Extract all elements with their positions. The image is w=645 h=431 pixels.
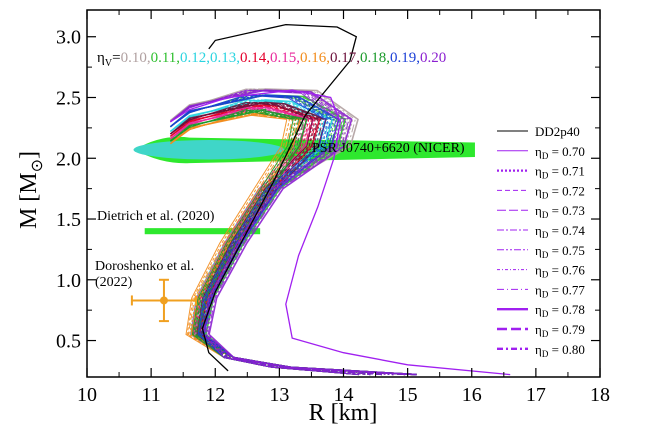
doroshenko-label-line2: (2022) — [95, 275, 133, 290]
legend: DD2p40 ηD = 0.70 ηD = 0.71 ηD = 0.72 ηD = 0.… — [497, 124, 585, 359]
legend-label: ηD = 0.80 — [535, 342, 585, 359]
y-tick-label: 1.5 — [56, 209, 81, 231]
eta-v-value: 0.18, — [360, 50, 390, 66]
legend-label: ηD = 0.73 — [535, 203, 585, 220]
eos-curve — [170, 89, 371, 376]
y-axis-title-sub: ⊙ — [29, 159, 46, 172]
x-tick-label: 12 — [205, 384, 225, 406]
eos-curve — [169, 94, 417, 376]
legend-label: ηD = 0.74 — [535, 223, 585, 240]
x-tick-label: 16 — [462, 384, 482, 406]
nicer-label: PSR J0740+6620 (NICER) — [312, 141, 465, 156]
observation-markers — [130, 278, 198, 323]
eta-v-value: 0.11, — [151, 50, 180, 66]
legend-label: ηD = 0.76 — [535, 263, 585, 280]
eta-v-equals: = — [112, 50, 120, 66]
legend-label: ηD = 0.70 — [535, 144, 585, 161]
y-tick-label: 0.5 — [56, 331, 81, 353]
legend-label: ηD = 0.71 — [535, 164, 585, 181]
x-tick-label: 18 — [590, 384, 610, 406]
axis-ticks: 10 11 12 13 14 15 16 17 18 0.5 1.0 1.5 2.0 2.5 3.0 — [56, 10, 610, 406]
eta-v-value: 0.14, — [240, 50, 270, 66]
dietrich-label: Dietrich et al. (2020) — [97, 209, 215, 224]
y-tick-label: 1.0 — [56, 270, 81, 292]
eos-curve — [169, 94, 417, 376]
legend-label: ηD = 0.79 — [535, 322, 585, 339]
eos-curve — [170, 99, 406, 376]
eos-curve — [170, 89, 406, 376]
eos-curve — [170, 101, 406, 376]
eta-v-prefix-sub: V — [105, 58, 113, 69]
legend-label: ηD = 0.75 — [535, 243, 585, 260]
eta-v-value: 0.17, — [330, 50, 360, 66]
eta-v-value: 0.15, — [270, 50, 300, 66]
eos-curve — [170, 89, 383, 376]
eos-curve — [170, 111, 406, 376]
series-line — [170, 89, 511, 376]
y-axis-title-close: ] — [16, 151, 42, 159]
legend-label: ηD = 0.72 — [535, 183, 585, 200]
nicer-core-region — [133, 140, 285, 160]
eta-v-value: 0.19, — [390, 50, 420, 66]
x-tick-label: 10 — [77, 384, 97, 406]
doroshenko-label-line1: Doroshenko et al. — [95, 259, 194, 274]
eos-curve — [170, 88, 406, 376]
y-tick-label: 2.0 — [56, 148, 81, 170]
y-tick-label: 3.0 — [56, 27, 81, 49]
eos-curve — [170, 106, 406, 376]
x-tick-label: 13 — [269, 384, 289, 406]
y-axis-title-main: M [M — [16, 172, 42, 229]
x-tick-label: 15 — [398, 384, 418, 406]
dietrich-band — [144, 228, 261, 235]
eta-v-value: 0.12, — [180, 50, 210, 66]
eta-v-label: ηV=0.10,0.11,0.12,0.13,0.14,0.15,0.16,0.… — [97, 50, 446, 69]
eos-curve — [170, 89, 394, 376]
doroshenko-point — [159, 296, 168, 305]
legend-label: DD2p40 — [535, 124, 580, 139]
eos-curve — [170, 89, 359, 376]
eos-curve — [170, 94, 359, 376]
eos-curve — [170, 109, 406, 376]
legend-label: ηD = 0.78 — [535, 302, 585, 319]
series-curves — [170, 23, 511, 376]
x-axis-title: R [km] — [309, 400, 378, 426]
observation-regions — [133, 136, 475, 235]
eta-v-values: 0.10,0.11,0.12,0.13,0.14,0.15,0.16,0.17,… — [121, 50, 447, 66]
y-tick-label: 2.5 — [56, 87, 81, 109]
legend-label: ηD = 0.77 — [535, 282, 585, 299]
eta-v-value: 0.10, — [121, 50, 151, 66]
x-tick-label: 11 — [141, 384, 160, 406]
eta-v-prefix: η — [97, 50, 105, 66]
x-tick-label: 14 — [334, 384, 354, 406]
y-axis-title: M [M⊙] — [16, 151, 46, 229]
x-tick-label: 17 — [526, 384, 546, 406]
eta-v-value: 0.16, — [300, 50, 330, 66]
eos-curve — [169, 89, 417, 376]
eta-v-value: 0.20 — [420, 50, 446, 66]
eta-v-value: 0.13, — [210, 50, 240, 66]
series-line — [201, 23, 358, 372]
